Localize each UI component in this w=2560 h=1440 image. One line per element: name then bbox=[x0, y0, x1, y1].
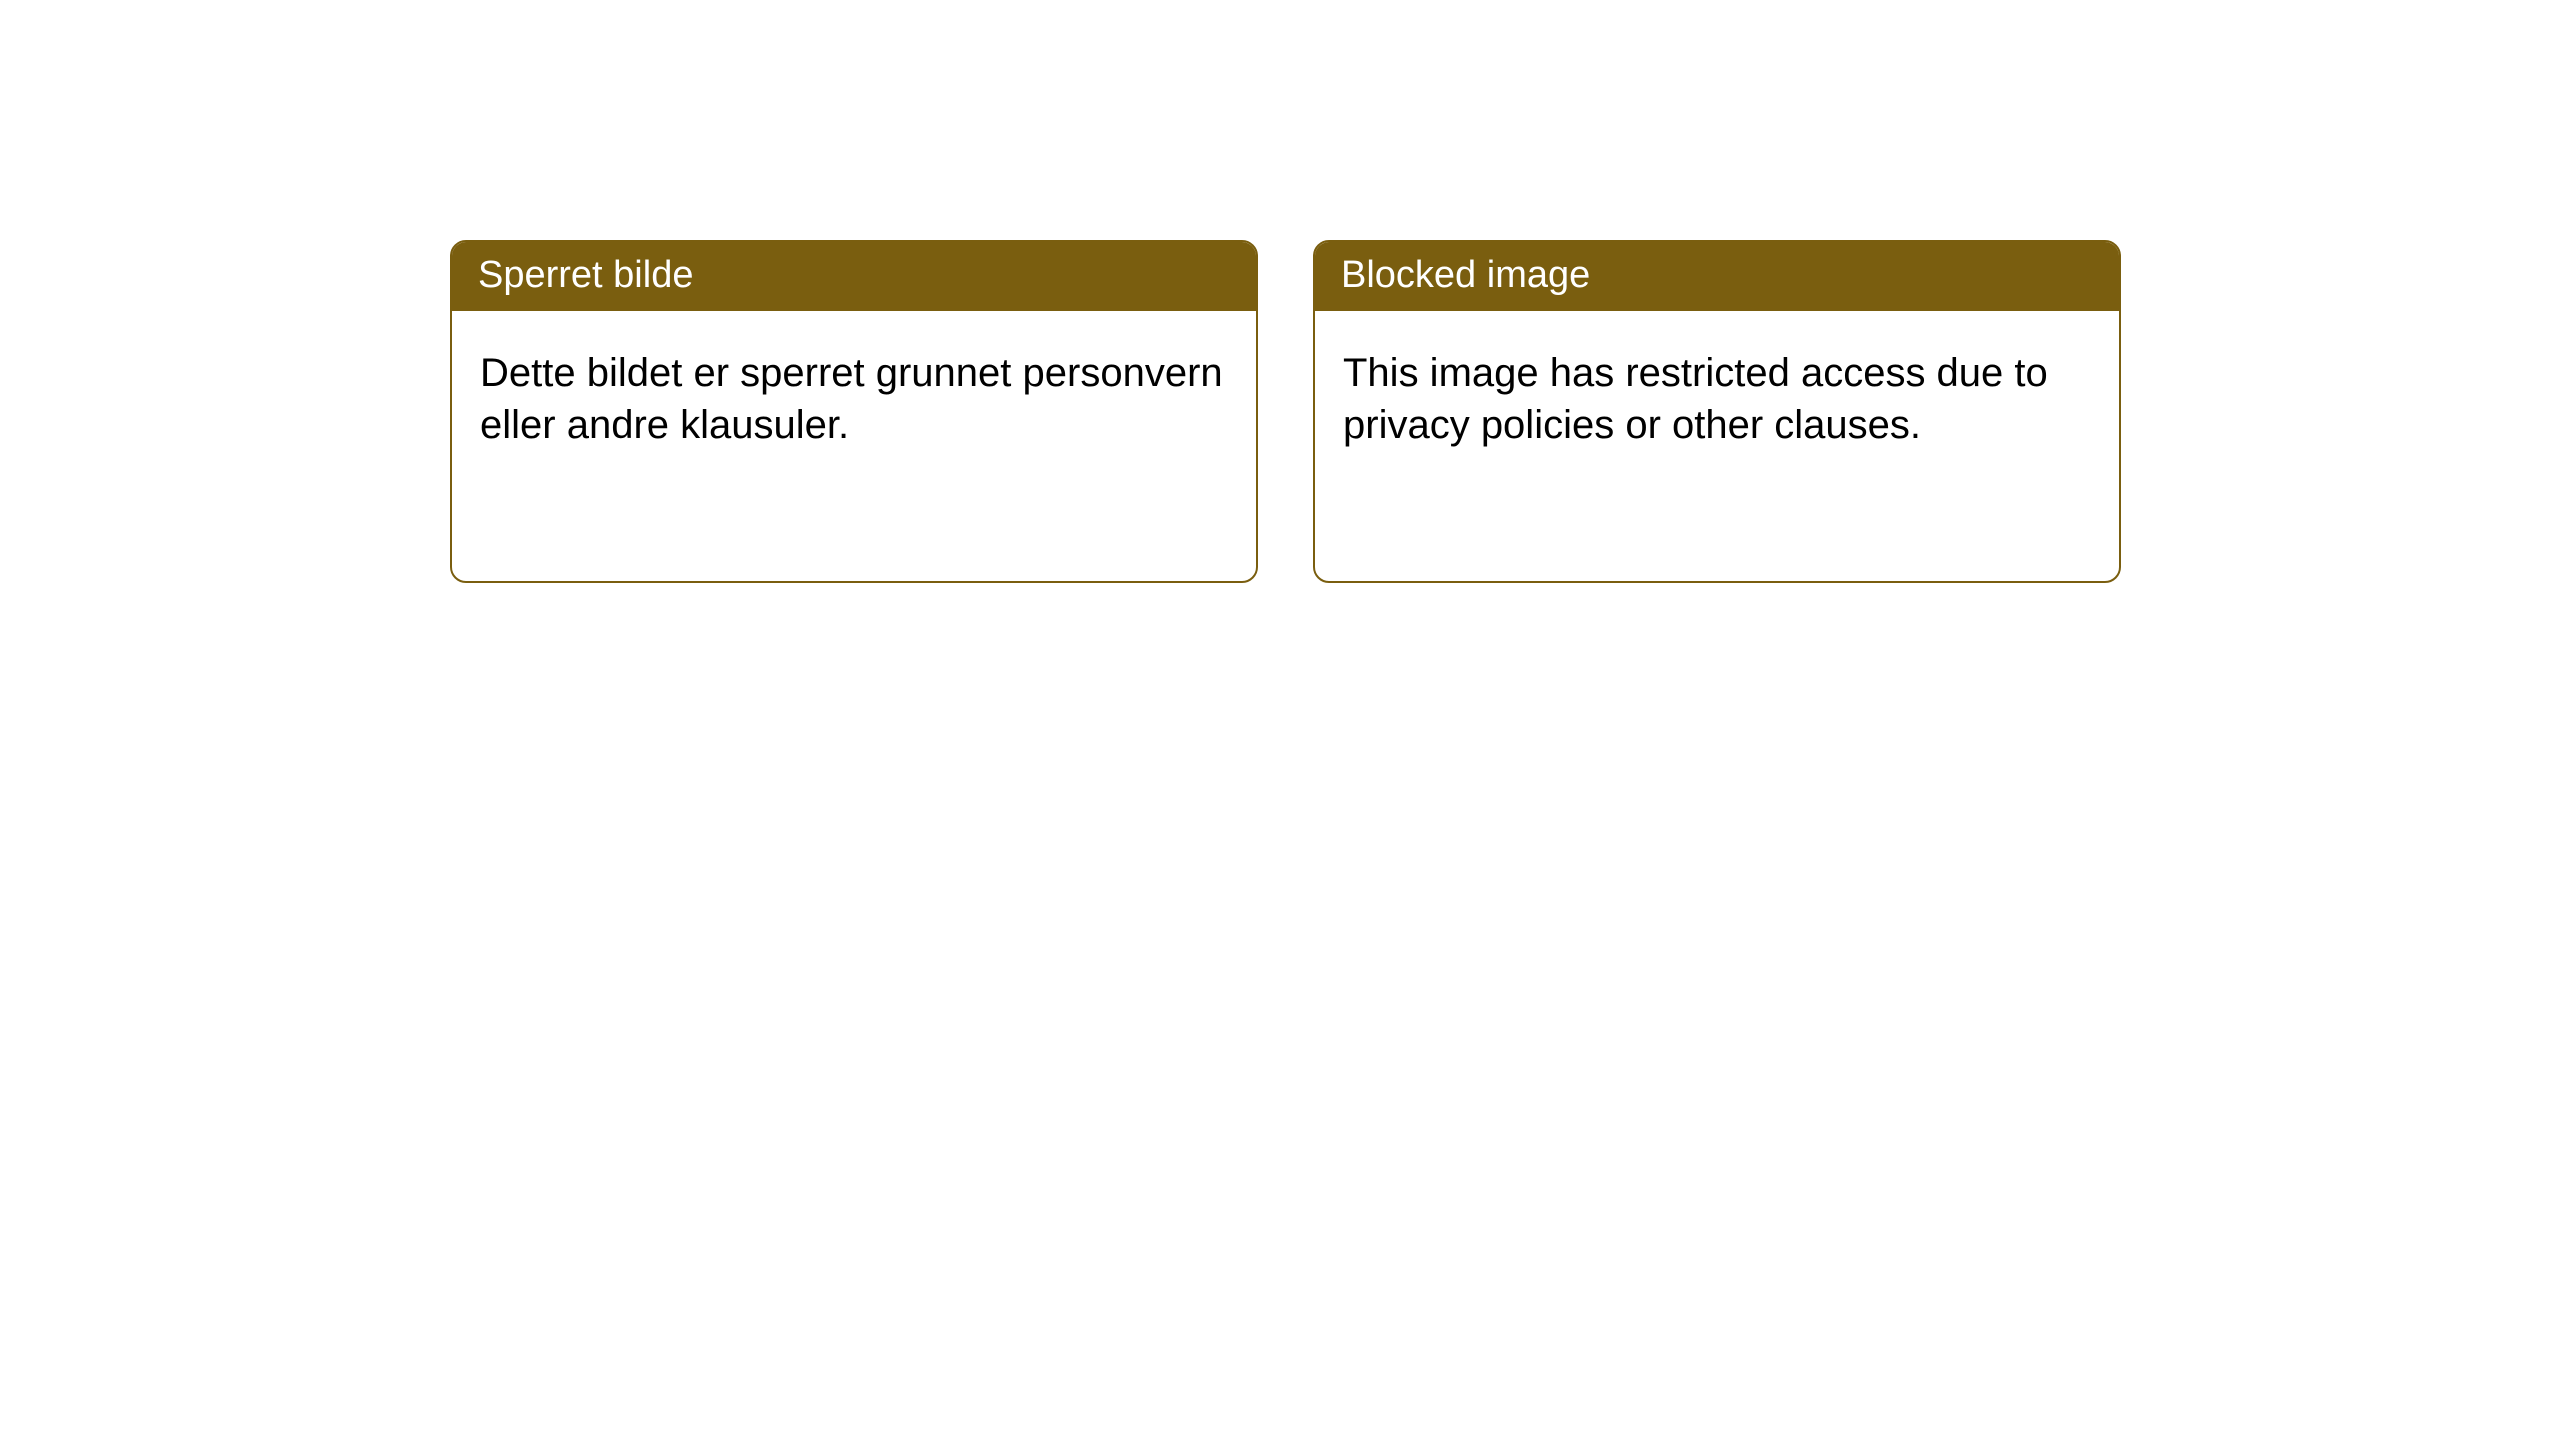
card-header: Sperret bilde bbox=[452, 242, 1256, 311]
card-header: Blocked image bbox=[1315, 242, 2119, 311]
notice-card-norwegian: Sperret bilde Dette bildet er sperret gr… bbox=[450, 240, 1258, 583]
notice-container: Sperret bilde Dette bildet er sperret gr… bbox=[0, 0, 2560, 583]
card-body: Dette bildet er sperret grunnet personve… bbox=[452, 311, 1256, 581]
card-body: This image has restricted access due to … bbox=[1315, 311, 2119, 581]
notice-card-english: Blocked image This image has restricted … bbox=[1313, 240, 2121, 583]
